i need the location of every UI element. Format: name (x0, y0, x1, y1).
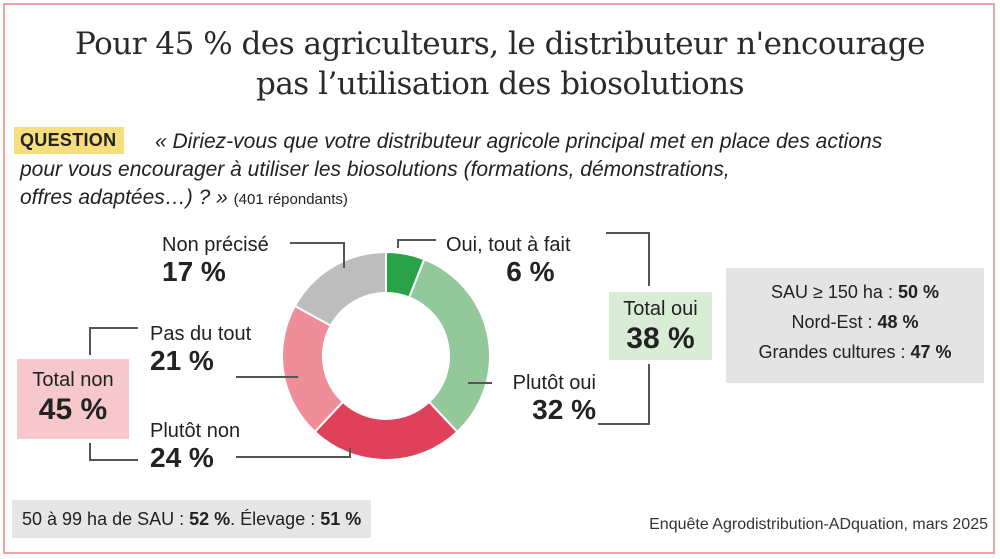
total-non-box: Total non 45 % (17, 359, 129, 439)
leader-line-oui-tout-a-fait (397, 239, 436, 248)
label-plutot-oui-name: Plutôt oui (512, 372, 596, 394)
title-line-1: Pour 45 % des agriculteurs, le distribut… (75, 26, 925, 62)
segment-line-1-label: SAU ≥ 150 ha : (771, 282, 898, 302)
label-plutot-non: Plutôt non 24 % (150, 420, 240, 474)
label-plutot-oui-value: 32 % (532, 394, 596, 425)
donut-slice-pas-du-tout (281, 304, 345, 434)
bracket-oui (606, 232, 650, 286)
label-pas-du-tout: Pas du tout 21 % (150, 323, 251, 377)
bottom-note-part-2: . Élevage : (230, 509, 321, 529)
bottom-note: 50 à 99 ha de SAU : 52 %. Élevage : 51 % (12, 500, 372, 538)
donut-slice-plutot-oui (407, 258, 491, 434)
chart-frame (3, 3, 995, 554)
leader-line-plutot-non (236, 448, 351, 458)
total-oui-value: 38 % (626, 322, 695, 355)
bracket-non-bottom (89, 443, 138, 461)
segment-line-2-value: 48 % (877, 312, 919, 332)
question-line-3: offres adaptées…) ? » (20, 186, 228, 209)
label-pas-du-tout-name: Pas du tout (150, 323, 252, 345)
segment-line-1-value: 50 % (897, 282, 939, 302)
segment-line-2-label: Nord-Est : (791, 312, 878, 332)
question-line-1: « Diriez-vous que votre distributeur agr… (155, 130, 883, 153)
total-oui-label: Total oui (623, 298, 698, 320)
question-text: « Diriez-vous que votre distributeur agr… (20, 128, 995, 214)
total-non-value: 45 % (38, 393, 108, 426)
segment-line-3: Grandes cultures : 47 % (726, 337, 984, 367)
label-plutot-non-name: Plutôt non (150, 420, 241, 442)
label-plutot-oui: Plutôt oui 32 % (494, 372, 596, 426)
leader-lines (89, 232, 650, 461)
leader-line-non-precise (290, 242, 345, 268)
label-oui-tout-a-fait-value: 6 % (506, 256, 555, 287)
question-line-2: pour vous encourager à utiliser les bios… (20, 158, 730, 181)
total-oui-box: Total oui 38 % (609, 292, 712, 360)
bracket-oui-bottom (598, 364, 650, 425)
total-non-label: Total non (32, 369, 114, 391)
bottom-note-value-2: 51 % (320, 509, 362, 529)
label-non-precise-name: Non précisé (162, 234, 269, 256)
chart-title: Pour 45 % des agriculteurs, le distribut… (0, 24, 1000, 104)
segment-line-1: SAU ≥ 150 ha : 50 % (726, 277, 984, 307)
donut-slice-plutot-non (313, 400, 459, 461)
segment-line-2: Nord-Est : 48 % (726, 307, 984, 337)
label-plutot-non-value: 24 % (150, 442, 214, 473)
donut-slice-non-precise (293, 250, 387, 328)
label-oui-tout-a-fait-name: Oui, tout à fait (446, 234, 571, 256)
label-non-precise-value: 17 % (162, 256, 226, 287)
segment-line-3-value: 47 % (910, 342, 952, 362)
segment-breakdown-box: SAU ≥ 150 ha : 50 % Nord-Est : 48 % Gran… (726, 268, 984, 383)
bottom-note-part-1: 50 à 99 ha de SAU : (22, 509, 190, 529)
bottom-note-value-1: 52 % (189, 509, 231, 529)
question-badge: QUESTION (14, 127, 125, 154)
respondents-count: (401 répondants) (233, 191, 348, 208)
donut-slices (281, 250, 491, 461)
segment-line-3-label: Grandes cultures : (758, 342, 911, 362)
label-pas-du-tout-value: 21 % (150, 345, 214, 376)
label-non-precise: Non précisé 17 % (162, 234, 269, 288)
source-note: Enquête Agrodistribution-ADquation, mars… (649, 516, 988, 533)
bracket-non-top (89, 327, 138, 355)
label-oui-tout-a-fait: Oui, tout à fait 6 % (446, 234, 571, 288)
title-line-2: pas l’utilisation des biosolutions (255, 66, 745, 102)
